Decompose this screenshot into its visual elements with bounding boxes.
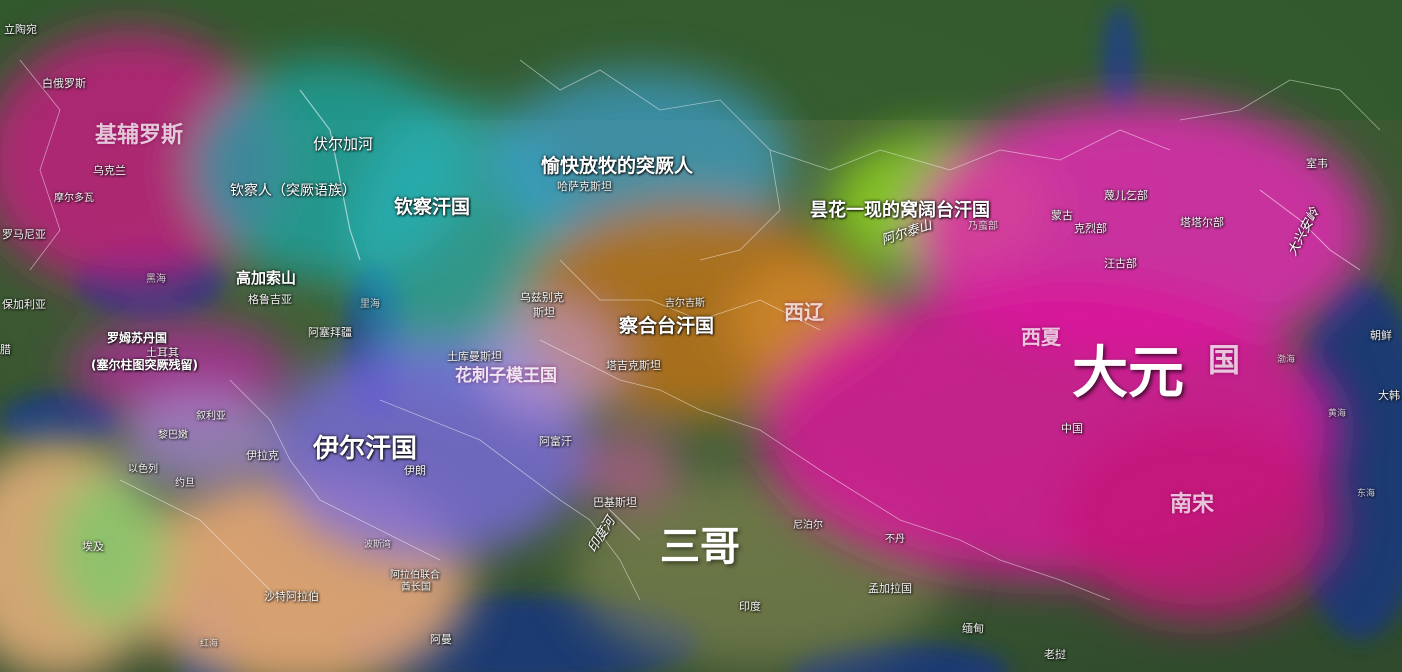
place-label-bhutan: 不丹 [885,534,905,545]
place-label-turkey: 土耳其 [146,346,179,359]
river-label-volga: 伏尔加河 [313,135,374,153]
place-label-nepal: 尼泊尔 [793,520,823,531]
place-label-syria: 叙利亚 [196,411,226,422]
region-label-southern-song: 南宋 [1170,492,1215,517]
place-label-turkmenistan: 土库曼斯坦 [447,350,502,363]
region-label-western-liao: 西辽 [784,300,824,324]
place-label-uzbekistan-2: 斯坦 [533,306,555,319]
place-label-greece: 腊 [0,343,11,356]
place-label-ukraine: 乌克兰 [93,164,126,177]
place-label-south-korea: 大韩 [1378,389,1400,402]
place-label-lebanon: 黎巴嫩 [158,430,188,441]
place-label-kyrgyzstan: 吉尔吉斯 [665,298,705,309]
place-label-laos: 老挝 [1044,648,1066,661]
place-label-iran: 伊朗 [404,464,426,477]
region-label-chagatai-khanate: 察合台汗国 [619,315,715,337]
region-label-ogedei-khanate: 昙花一现的窝阔台汗国 [810,200,990,221]
place-label-shiwei: 室韦 [1306,157,1328,170]
region-label-khwarazm: 花刺子模王国 [455,366,557,386]
place-label-caspian-sea: 里海 [360,299,380,310]
place-label-israel: 以色列 [128,464,158,475]
region-label-india: 三哥 [660,524,740,570]
place-label-oman: 阿曼 [430,633,452,646]
place-label-bohai: 渤海 [1277,355,1296,365]
place-label-persian-gulf: 波斯湾 [364,540,392,550]
place-label-bangladesh: 孟加拉国 [868,582,912,595]
region-label-yuan: 大元 [1072,341,1184,406]
place-label-myanmar: 缅甸 [962,622,984,635]
region-label-western-xia: 西夏 [1021,325,1061,349]
borders [19,59,1381,601]
place-label-uae-1: 阿拉伯联合 [390,570,440,581]
place-label-moldova: 摩尔多瓦 [54,193,94,204]
place-label-kazakhstan: 哈萨克斯坦 [557,180,612,193]
territories [0,30,1370,620]
place-label-lithuania: 立陶宛 [4,23,37,36]
place-label-onggirat: 汪古部 [1104,257,1137,270]
region-label-rum: 罗姆苏丹国 [107,331,168,345]
place-label-tatar: 塔塔尔部 [1180,216,1224,229]
features [299,89,1361,541]
place-label-saudi: 沙特阿拉伯 [264,590,319,603]
place-label-mongolia: 蒙古 [1051,209,1073,222]
place-label-uzbekistan-1: 乌兹别克 [520,291,564,304]
region-label-yuan-suffix: 国 [1208,341,1241,379]
place-label-korea: 朝鲜 [1370,329,1392,342]
place-label-yellow-sea: 黄海 [1328,409,1347,419]
region-label-seljuk-remnant: (塞尔柱图突厥残留) [91,358,198,372]
place-label-china: 中国 [1061,422,1083,435]
place-label-kereit: 克烈部 [1074,222,1107,235]
place-label-pakistan: 巴基斯坦 [593,496,637,509]
place-label-jordan: 约旦 [175,478,195,489]
place-label-uae-2: 酋长国 [401,582,431,593]
place-label-georgia: 格鲁吉亚 [248,293,292,306]
place-label-east-sea: 东海 [1357,489,1376,499]
place-label-black-sea: 黑海 [146,274,166,285]
region-label-ilkhanate: 伊尔汗国 [313,434,418,464]
place-label-merkit: 蔑儿乞部 [1104,189,1148,202]
place-label-bulgaria: 保加利亚 [2,298,46,311]
place-label-azerbaijan: 阿塞拜疆 [308,326,352,339]
region-label-golden-horde: 钦察汗国 [394,196,471,218]
place-label-belarus: 白俄罗斯 [42,77,86,90]
place-label-romania: 罗马尼亚 [2,228,46,241]
mountain-label-caucasus: 高加索山 [236,269,297,287]
place-label-red-sea: 红海 [200,639,219,649]
place-label-india: 印度 [739,600,761,613]
place-label-egypt: 埃及 [82,540,104,553]
place-label-afghanistan: 阿富汗 [539,435,572,448]
region-label-kievan-rus: 基辅罗斯 [95,123,184,148]
place-label-tajikistan: 塔吉克斯坦 [606,359,661,372]
place-label-naiman: 乃蛮部 [968,221,998,232]
region-label-turkic-nomads: 愉快放牧的突厥人 [541,155,694,177]
place-label-iraq: 伊拉克 [246,449,279,462]
label-kipchaks: 钦察人（突厥语族） [230,183,356,199]
